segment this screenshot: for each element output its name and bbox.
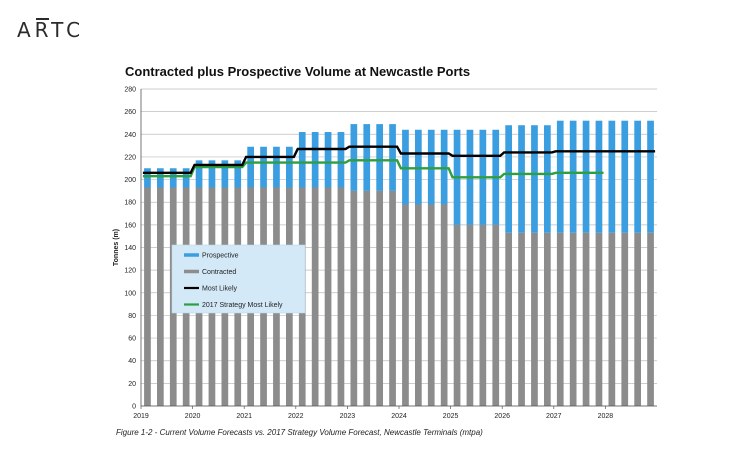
y-tick-label: 200	[124, 177, 136, 184]
contracted-bar	[337, 187, 345, 406]
contracted-bar	[543, 232, 551, 406]
contracted-bar	[518, 232, 525, 406]
prospective-bar	[221, 160, 229, 188]
contracted-bar	[569, 232, 577, 406]
contracted-bar	[647, 232, 654, 406]
prospective-bar	[311, 132, 319, 188]
prospective-bar	[260, 146, 267, 188]
y-tick-label: 240	[124, 132, 136, 139]
contracted-bar	[156, 187, 164, 406]
contracted-bar	[350, 190, 358, 406]
contracted-bar	[479, 224, 487, 406]
logo-overbar	[36, 18, 49, 20]
prospective-bar	[208, 160, 216, 188]
x-tick-label: 2027	[546, 413, 562, 420]
y-tick-label: 140	[124, 245, 136, 252]
legend-label: Prospective	[202, 253, 239, 260]
contracted-bar	[608, 232, 616, 406]
contracted-bar	[402, 204, 409, 406]
prospective-bar	[595, 120, 603, 233]
logo-text: ARTC	[17, 18, 85, 42]
y-tick-label: 20	[128, 381, 136, 388]
prospective-bar	[285, 146, 293, 188]
prospective-bar	[556, 120, 564, 233]
x-tick-label: 2021	[236, 413, 252, 420]
x-tick-label: 2028	[598, 413, 614, 420]
contracted-bar	[427, 204, 435, 406]
prospective-bar	[363, 124, 371, 191]
contracted-bar	[531, 232, 538, 406]
contracted-bar	[582, 232, 590, 406]
contracted-bar	[324, 187, 332, 406]
most-likely-line	[142, 145, 656, 174]
legend-label: 2017 Strategy Most Likely	[202, 302, 283, 309]
x-tick-label: 2022	[288, 413, 304, 420]
y-tick-label: 260	[124, 109, 136, 116]
y-tick-label: 180	[124, 200, 136, 207]
y-tick-label: 0	[132, 404, 136, 411]
x-tick-label: 2023	[340, 413, 356, 420]
y-tick-label: 280	[124, 87, 136, 94]
x-tick-label: 2024	[391, 413, 407, 420]
prospective-bar	[608, 120, 616, 233]
contracted-bar	[634, 232, 642, 406]
strategy-most-likely-line	[142, 159, 604, 179]
x-tick-label: 2026	[494, 413, 510, 420]
y-tick-label: 220	[124, 154, 136, 161]
artc-logo: ARTC	[17, 18, 84, 42]
prospective-bar	[389, 124, 396, 191]
contracted-bar	[505, 232, 513, 406]
legend-label: Most Likely	[202, 286, 238, 293]
y-tick-label: 80	[128, 313, 136, 320]
x-tick-label: 2020	[185, 413, 201, 420]
contracted-bar	[414, 204, 422, 406]
prospective-bar	[182, 168, 190, 188]
contracted-bar	[376, 190, 384, 406]
contracted-bar	[595, 232, 603, 406]
contracted-bar	[144, 187, 151, 406]
prospective-bar	[621, 120, 629, 233]
prospective-bar	[337, 132, 345, 188]
prospective-bar	[647, 120, 654, 233]
y-tick-label: 60	[128, 336, 136, 343]
x-tick-label: 2019	[133, 413, 149, 420]
y-tick-label: 120	[124, 268, 136, 275]
prospective-bar	[144, 168, 151, 188]
contracted-bar	[311, 187, 319, 406]
contracted-bar	[363, 190, 371, 406]
contracted-bar	[621, 232, 629, 406]
prospective-bar	[169, 168, 177, 188]
prospective-bar	[195, 160, 203, 188]
prospective-bar	[518, 125, 525, 233]
contracted-bar	[440, 204, 448, 406]
prospective-bar	[156, 168, 164, 188]
prospective-bar	[634, 120, 642, 233]
x-tick-label: 2025	[443, 413, 459, 420]
prospective-bar	[298, 132, 306, 188]
contracted-bar	[466, 224, 474, 406]
prospective-bar	[543, 125, 551, 233]
y-tick-label: 40	[128, 358, 136, 365]
prospective-bar	[531, 125, 538, 233]
prospective-bar	[505, 125, 513, 233]
prospective-bar	[324, 132, 332, 188]
contracted-bar	[389, 190, 396, 406]
y-tick-label: 160	[124, 222, 136, 229]
contracted-bar	[556, 232, 564, 406]
figure-caption: Figure 1-2 - Current Volume Forecasts vs…	[116, 428, 483, 437]
y-tick-label: 100	[124, 290, 136, 297]
prospective-bar	[350, 124, 358, 191]
contracted-bar	[453, 224, 461, 406]
prospective-bar	[247, 146, 255, 188]
y-axis-label: Tonnes (m)	[113, 229, 120, 266]
prospective-bar	[273, 146, 280, 188]
prospective-bar	[234, 160, 242, 188]
prospective-bar	[376, 124, 384, 191]
prospective-bar	[569, 120, 577, 233]
chart-title: Contracted plus Prospective Volume at Ne…	[125, 64, 470, 79]
contracted-bar	[492, 224, 500, 406]
legend-label: Contracted	[202, 269, 236, 276]
prospective-bar	[582, 120, 590, 233]
